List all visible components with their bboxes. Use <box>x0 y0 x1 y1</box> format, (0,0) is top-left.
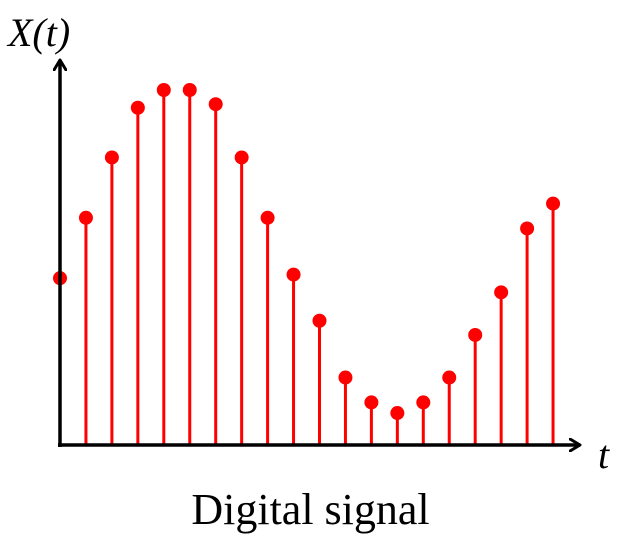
stem-marker-11 <box>312 313 327 328</box>
stem-marker-2 <box>78 210 93 225</box>
stem-marker-5 <box>156 83 171 97</box>
stem-markers <box>53 83 561 421</box>
stem-marker-6 <box>182 83 197 97</box>
stem-marker-15 <box>416 395 431 410</box>
stem-marker-17 <box>468 327 483 342</box>
stem-marker-7 <box>208 97 223 112</box>
stem-marker-13 <box>364 395 379 410</box>
stem-lines <box>58 90 555 445</box>
diagram-caption: Digital signal <box>191 485 430 534</box>
stem-marker-8 <box>234 150 249 165</box>
stem-marker-20 <box>546 196 561 211</box>
stem-marker-19 <box>520 221 535 236</box>
stem-marker-16 <box>442 370 457 385</box>
x-axis-label: t <box>598 432 610 477</box>
stem-marker-4 <box>130 100 145 115</box>
stem-marker-18 <box>494 285 509 300</box>
y-axis-label: X(t) <box>6 10 70 55</box>
stem-marker-9 <box>260 210 275 225</box>
stem-marker-12 <box>338 370 353 385</box>
stem-marker-10 <box>286 267 301 282</box>
stem-marker-14 <box>390 406 405 421</box>
stem-marker-3 <box>104 150 119 165</box>
